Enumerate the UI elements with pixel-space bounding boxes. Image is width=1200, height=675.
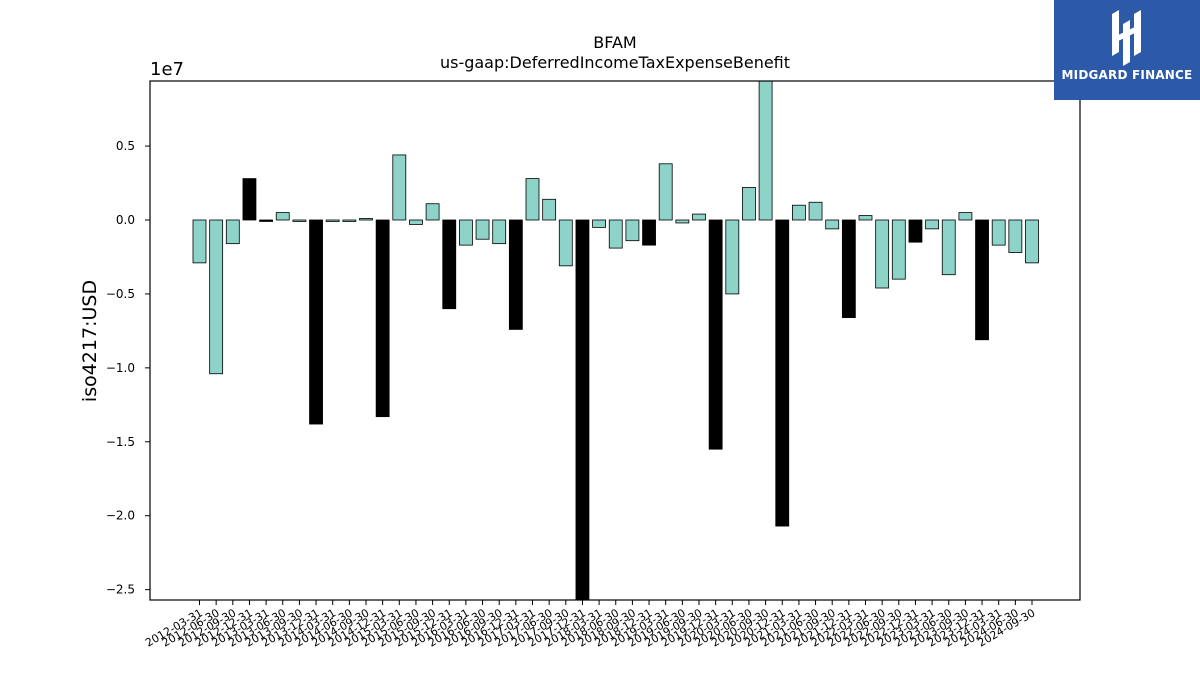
y-tick-label: −1.0 [106, 361, 135, 375]
bar-2024-09-30 [1025, 219, 1039, 264]
bar-2016-12-31 [508, 219, 523, 330]
midgard-finance-logo: MIDGARD FINANCE [1054, 0, 1200, 100]
bar-2015-03-31 [392, 154, 407, 221]
plot-frame [149, 80, 1081, 601]
bar-2021-06-30 [808, 201, 823, 221]
bar-2018-03-31 [592, 219, 606, 228]
bar-2017-06-30 [542, 198, 557, 221]
chart-subtitle: us-gaap:DeferredIncomeTaxExpenseBenefit [440, 53, 790, 72]
bar-2023-12-31 [975, 219, 989, 341]
bar-2017-09-30 [558, 219, 573, 267]
y-axis-label: iso4217:USD [79, 280, 101, 402]
bar-2022-12-31 [908, 219, 923, 243]
bar-2024-03-31 [991, 219, 1006, 246]
bar-2018-12-31 [642, 219, 656, 246]
y-scale-label: 1e7 [150, 59, 184, 80]
bar-2014-03-31 [325, 219, 340, 222]
bar-2012-06-30 [209, 219, 224, 375]
bar-2020-06-30 [742, 187, 756, 221]
bar-2013-09-30 [292, 219, 307, 222]
y-tick-label: −0.5 [106, 287, 135, 301]
y-tick-label: 0.5 [116, 139, 135, 153]
bar-2018-09-30 [625, 219, 640, 242]
bar-2013-12-31 [309, 219, 323, 425]
bar-2014-12-31 [375, 219, 390, 418]
bar-2019-12-31 [708, 219, 723, 450]
bar-2022-03-31 [858, 215, 873, 221]
bar-2023-03-31 [925, 219, 939, 230]
logo-text: MIDGARD FINANCE [1061, 68, 1193, 82]
bar-2012-09-30 [225, 219, 240, 245]
bar-2021-03-31 [792, 204, 806, 221]
bar-2020-03-31 [725, 219, 740, 295]
bar-2020-12-31 [775, 219, 790, 527]
bar-2014-09-30 [359, 218, 373, 221]
y-tick-label: 0.0 [116, 213, 135, 227]
bar-2019-03-31 [658, 163, 673, 221]
bar-2015-12-31 [442, 219, 457, 310]
y-tick-label: −2.0 [106, 509, 135, 523]
bar-2016-06-30 [475, 219, 490, 240]
chart-title: BFAM [593, 33, 636, 52]
x-axis: 2012-03-312012-06-302012-09-302012-12-31… [143, 600, 1038, 650]
bar-2013-06-30 [275, 212, 290, 221]
bar-2019-09-30 [692, 213, 706, 221]
bar-2017-12-31 [575, 219, 590, 601]
bar-2023-09-30 [958, 212, 973, 221]
bar-2017-03-31 [525, 178, 540, 221]
bar-2021-09-30 [825, 219, 840, 230]
bar-2016-09-30 [492, 219, 507, 245]
bar-2013-03-31 [259, 219, 274, 222]
bar-2016-03-31 [458, 219, 473, 246]
bar-2023-06-30 [941, 219, 956, 276]
bar-2012-12-31 [242, 178, 257, 221]
bar-2018-06-30 [608, 219, 623, 249]
bar-2015-09-30 [425, 203, 440, 221]
bar-2022-06-30 [875, 219, 890, 289]
bar-2024-06-30 [1008, 219, 1023, 253]
y-tick-label: −1.5 [106, 435, 135, 449]
logo-mark-icon [1112, 10, 1141, 66]
y-tick-label: −2.5 [106, 583, 135, 597]
bar-2021-12-31 [841, 219, 856, 318]
bar-2015-06-30 [409, 219, 423, 225]
bar-2020-09-30 [758, 80, 773, 221]
bar-2012-03-31 [192, 219, 207, 264]
bar-2022-09-30 [891, 219, 906, 280]
y-axis: 0.5 0.0 −0.5 −1.0 −1.5 −2.0 −2.5 [106, 139, 150, 597]
bar-2014-06-30 [342, 219, 357, 222]
bar-2019-06-30 [675, 219, 690, 224]
bars-group [192, 80, 1039, 601]
